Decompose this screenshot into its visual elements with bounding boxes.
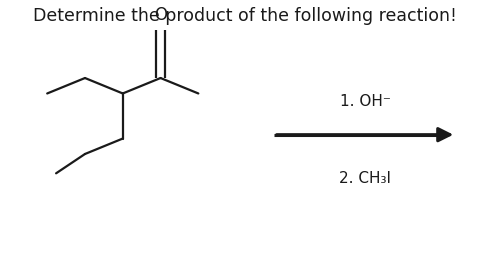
Text: Determine the product of the following reaction!: Determine the product of the following r…	[33, 7, 457, 25]
Text: O: O	[154, 6, 167, 24]
Text: 2. CH₃I: 2. CH₃I	[339, 171, 391, 186]
Text: 1. OH⁻: 1. OH⁻	[340, 94, 391, 109]
